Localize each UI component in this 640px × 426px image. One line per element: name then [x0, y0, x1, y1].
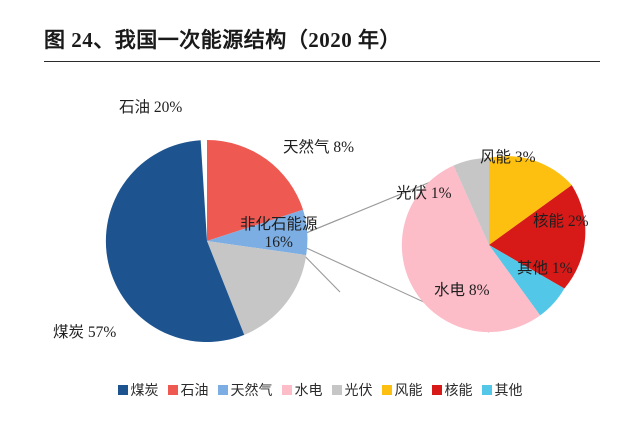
legend-item-煤炭[interactable]: 煤炭 — [117, 380, 159, 400]
page-title: 图 24、我国一次能源结构（2020 年） — [44, 28, 401, 52]
legend-label: 水电 — [294, 384, 323, 399]
square-swatch-icon — [167, 385, 178, 395]
pie-chart-svg — [105, 140, 586, 343]
legend-label: 天然气 — [230, 384, 273, 399]
legend-item-天然气[interactable]: 天然气 — [217, 380, 273, 400]
legend-label: 煤炭 — [130, 384, 159, 399]
square-swatch-icon — [331, 385, 342, 395]
pie-slice-wind[interactable] — [489, 156, 572, 245]
square-swatch-icon — [217, 385, 228, 395]
legend-label: 其他 — [494, 384, 523, 399]
pie-slice-nuclear[interactable] — [489, 185, 586, 289]
pie-slice-nonfossil[interactable] — [207, 241, 307, 335]
legend-item-水电[interactable]: 水电 — [281, 380, 323, 400]
pie-slice-other[interactable] — [489, 245, 565, 316]
legend-label: 风能 — [394, 384, 423, 399]
legend-label: 光伏 — [344, 384, 373, 399]
square-swatch-icon — [431, 385, 442, 395]
chart-legend: 煤炭 石油 天然气 水电 光伏 风能 核能 其他 — [0, 380, 640, 400]
pie-slice-oil[interactable] — [207, 140, 304, 241]
square-swatch-icon — [281, 385, 292, 395]
pie-slice-gas[interactable] — [207, 209, 308, 256]
pie-slice-solar[interactable] — [453, 158, 489, 245]
title-block: 图 24、我国一次能源结构（2020 年） — [44, 24, 600, 62]
legend-label: 核能 — [444, 384, 473, 399]
legend-item-其他[interactable]: 其他 — [481, 380, 523, 400]
legend-item-风能[interactable]: 风能 — [381, 380, 423, 400]
legend-item-核能[interactable]: 核能 — [431, 380, 473, 400]
pie-slice-coal[interactable] — [105, 140, 245, 343]
pie-slice-hydro[interactable] — [401, 165, 541, 333]
square-swatch-icon — [117, 385, 128, 395]
title-divider — [44, 61, 600, 62]
detail-pie — [401, 156, 586, 333]
square-swatch-icon — [481, 385, 492, 395]
chart-plot-area: 石油 20% 天然气 8% 非化石能源 16% 煤炭 57% 风能 3% 光伏 … — [0, 66, 640, 366]
legend-item-石油[interactable]: 石油 — [167, 380, 209, 400]
legend-item-光伏[interactable]: 光伏 — [331, 380, 373, 400]
main-pie — [105, 140, 308, 343]
legend-label: 石油 — [180, 384, 209, 399]
square-swatch-icon — [381, 385, 392, 395]
